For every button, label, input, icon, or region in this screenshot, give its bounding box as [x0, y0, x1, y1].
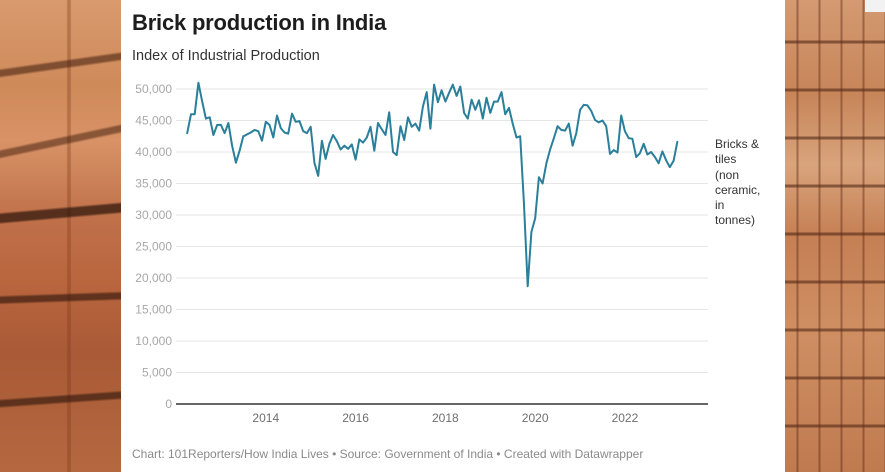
x-tick-label: 2016 [342, 411, 369, 425]
y-tick-label: 5,000 [142, 366, 172, 380]
y-tick-label: 20,000 [135, 271, 172, 285]
y-tick-label: 0 [165, 397, 172, 411]
chart-subtitle: Index of Industrial Production [132, 48, 320, 64]
series-label-line: in [715, 198, 725, 213]
y-tick-label: 35,000 [135, 177, 172, 191]
y-tick-label: 15,000 [135, 303, 172, 317]
series-line-bricks-tiles [186, 81, 679, 288]
series-label-line: Bricks & [715, 137, 760, 151]
series-group [186, 81, 679, 288]
y-tick-label: 40,000 [135, 145, 172, 159]
y-tick-label: 45,000 [135, 114, 172, 128]
y-axis-ticks: 0 5,000 10,000 15,000 20,000 25,000 30,000 35,0… [135, 82, 172, 411]
y-tick-label: 50,000 [135, 82, 172, 96]
x-tick-label: 2020 [522, 411, 549, 425]
series-label-line: tonnes) [715, 213, 756, 228]
y-tick-label: 25,000 [135, 240, 172, 254]
x-tick-label: 2018 [432, 411, 459, 425]
line-chart: 0 5,000 10,000 15,000 20,000 25,000 30,000 35,0… [135, 81, 708, 425]
y-tick-label: 10,000 [135, 334, 172, 348]
chart-title: Brick production in India [132, 10, 387, 35]
series-label-line: tiles [715, 152, 737, 167]
series-label-line: ceramic, [715, 182, 761, 197]
chart-panel: Brick production in India Index of Indus… [121, 0, 785, 472]
x-axis-ticks: 2014 2016 2018 2020 2022 [252, 411, 638, 425]
chart-footer: Chart: 101Reporters/How India Lives • So… [132, 447, 644, 461]
series-label-line: (non [715, 167, 740, 182]
y-tick-label: 30,000 [135, 208, 172, 222]
x-tick-label: 2022 [612, 411, 639, 425]
x-tick-label: 2014 [252, 411, 279, 425]
sky-patch [865, 0, 885, 12]
gridlines [176, 88, 708, 373]
series-label: Bricks & tiles (non ceramic, in tonnes) [715, 137, 775, 229]
brick-photo-right [785, 0, 885, 472]
brick-photo-left [0, 0, 121, 472]
